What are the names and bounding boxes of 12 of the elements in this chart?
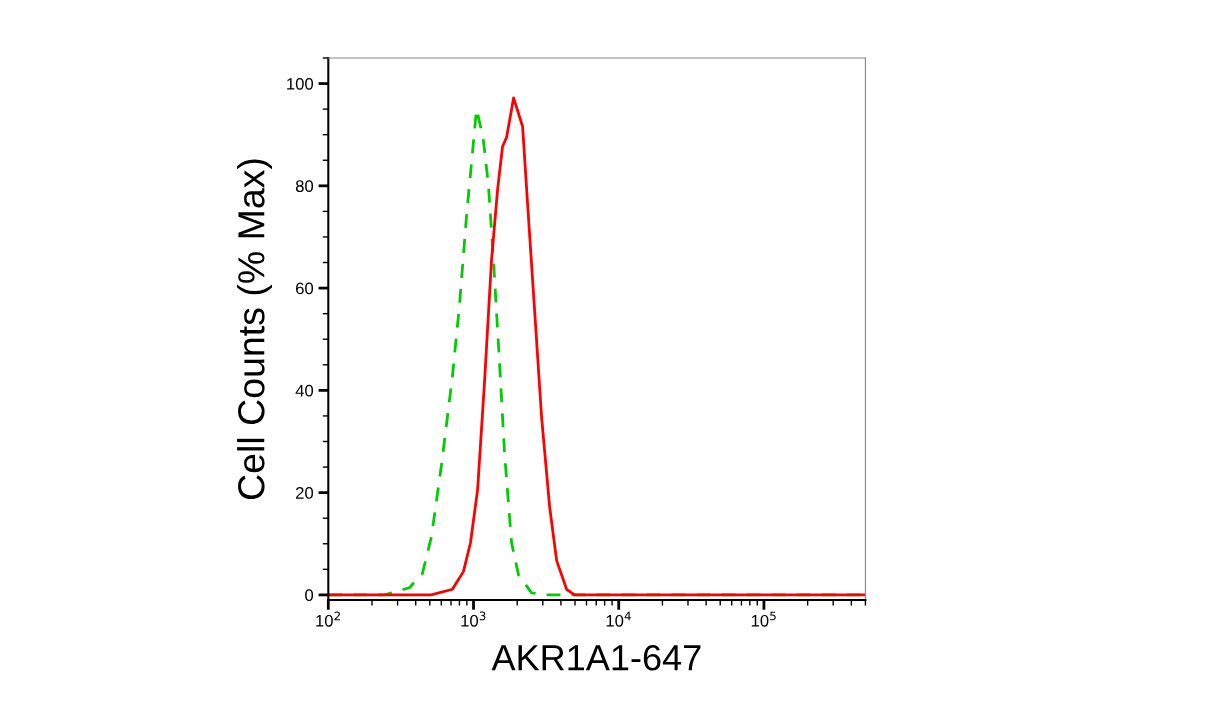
y-tick-label: 20 bbox=[296, 487, 314, 499]
y-tick-label: 60 bbox=[296, 282, 314, 295]
x-tick-label: 10$^{5}$ bbox=[751, 611, 776, 627]
y-tick-label: 100 bbox=[287, 77, 314, 90]
y-axis-title: Cell Counts (% Max) bbox=[237, 159, 273, 500]
x-tick-label: 10$^{4}$ bbox=[606, 611, 631, 627]
y-tick-label: 40 bbox=[295, 384, 314, 397]
x-tick-label: 10$^{3}$ bbox=[461, 611, 486, 627]
x-tick-label: 10$^{2}$ bbox=[316, 611, 340, 627]
x-axis-title: AKR1A1-647 bbox=[491, 644, 701, 671]
y-tick-label: 0 bbox=[305, 589, 314, 602]
y-tick-label: 80 bbox=[295, 180, 314, 193]
